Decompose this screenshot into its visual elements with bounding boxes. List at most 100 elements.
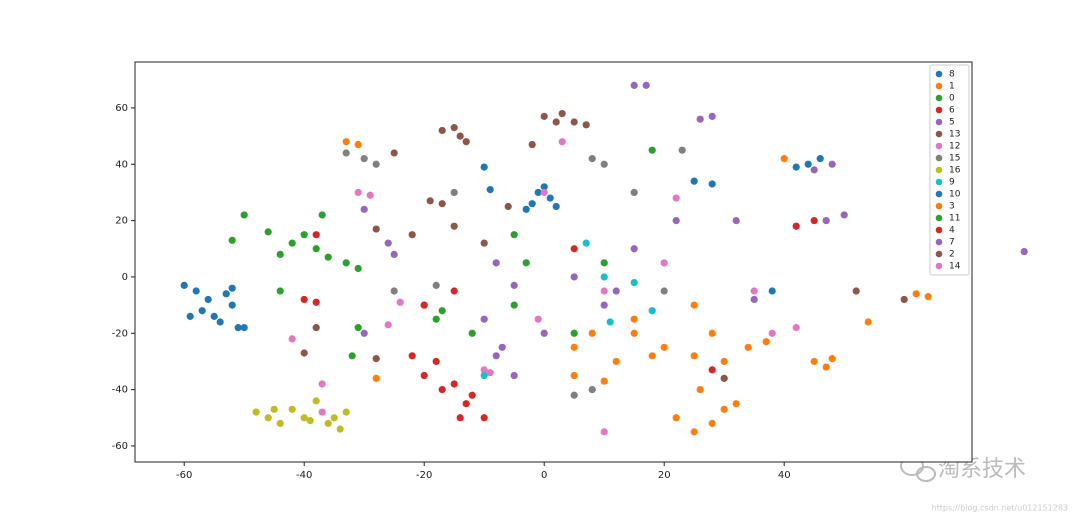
point	[612, 357, 620, 366]
point	[318, 211, 326, 219]
point	[672, 216, 680, 225]
point	[276, 419, 284, 428]
point	[720, 405, 728, 413]
point	[318, 408, 326, 416]
point	[450, 222, 458, 230]
point	[354, 140, 362, 149]
point	[390, 287, 398, 295]
legend-label: 10	[949, 190, 961, 200]
point	[228, 236, 236, 244]
point	[240, 324, 248, 332]
point	[276, 287, 284, 295]
point	[366, 191, 374, 199]
point	[450, 287, 458, 295]
point	[810, 216, 818, 225]
point	[768, 329, 776, 337]
point	[810, 357, 818, 366]
point	[360, 155, 368, 163]
point	[288, 335, 296, 343]
point	[600, 160, 608, 168]
point	[708, 180, 716, 188]
point	[648, 146, 656, 154]
point	[180, 281, 188, 289]
y-tick-label: -60	[112, 441, 128, 452]
point	[600, 287, 608, 295]
series	[372, 109, 908, 382]
point	[186, 312, 194, 320]
legend-label: 8	[949, 70, 955, 80]
point	[486, 369, 494, 377]
point	[900, 295, 908, 304]
legend-box	[929, 64, 970, 276]
point	[192, 287, 200, 295]
plot-area	[134, 61, 973, 463]
point	[648, 352, 656, 360]
legend-marker	[935, 214, 943, 222]
point	[696, 115, 704, 123]
legend-marker	[935, 190, 943, 198]
point	[828, 160, 836, 168]
point	[600, 428, 608, 436]
point	[372, 355, 380, 363]
point	[342, 149, 350, 157]
x-tick-label: 20	[658, 470, 671, 481]
series	[408, 352, 488, 422]
point	[462, 138, 470, 146]
legend-marker	[935, 226, 943, 234]
point	[768, 287, 776, 295]
y-tick-label: 20	[115, 216, 128, 227]
point	[462, 400, 470, 408]
x-tick-label: -20	[416, 470, 432, 481]
series	[480, 239, 656, 380]
series	[342, 146, 686, 399]
point	[792, 222, 800, 230]
point	[408, 352, 416, 360]
legend-label: 7	[949, 238, 955, 248]
legend-label: 13	[949, 130, 960, 140]
point	[690, 301, 698, 309]
point	[804, 160, 812, 168]
point	[372, 374, 380, 382]
legend-marker	[935, 70, 943, 78]
point	[534, 315, 542, 323]
point	[312, 298, 320, 306]
point	[528, 140, 536, 149]
point	[708, 419, 716, 428]
point	[384, 239, 392, 247]
legend-marker	[935, 178, 943, 186]
legend-label: 3	[949, 202, 955, 212]
point	[432, 357, 440, 366]
point	[528, 200, 536, 208]
point	[582, 121, 590, 129]
point	[306, 416, 314, 425]
point	[264, 228, 272, 236]
y-tick-label: 0	[122, 272, 128, 283]
point	[390, 149, 398, 157]
point	[660, 259, 668, 267]
point	[558, 138, 566, 146]
point	[240, 211, 248, 219]
legend-marker	[935, 202, 943, 210]
series	[342, 138, 836, 382]
legend-marker	[935, 118, 943, 126]
point	[438, 200, 446, 208]
legend-marker	[935, 142, 943, 150]
y-tick-label: 40	[115, 159, 128, 170]
legend-marker	[935, 262, 943, 270]
legend-label: 4	[949, 226, 955, 236]
point	[510, 371, 518, 380]
point	[408, 231, 416, 239]
point	[600, 301, 608, 309]
point	[534, 188, 542, 197]
point	[660, 343, 668, 351]
point	[690, 177, 698, 185]
point	[630, 278, 638, 287]
point	[456, 132, 464, 140]
point	[732, 216, 740, 225]
series	[318, 138, 776, 388]
point	[780, 155, 788, 163]
legend-marker	[935, 82, 943, 90]
point	[252, 408, 260, 416]
legend-label: 11	[949, 214, 960, 224]
point	[450, 124, 458, 132]
